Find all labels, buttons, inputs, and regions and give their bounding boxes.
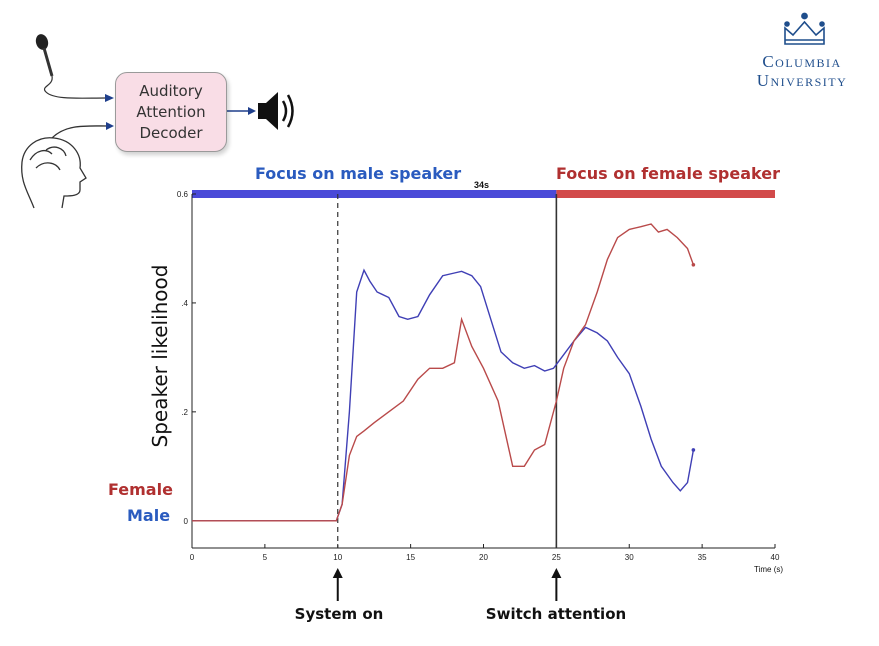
university-logo: Columbia University	[736, 8, 868, 90]
male-focus-bar	[192, 190, 557, 198]
x-tick-label: 40	[771, 553, 780, 562]
x-tick-label: 20	[479, 553, 488, 562]
male-focus-label: Focus on male speaker	[255, 164, 462, 183]
speaker-icon	[258, 92, 294, 130]
switch-attention-label: Switch attention	[485, 605, 627, 623]
x-tick-label: 15	[406, 553, 415, 562]
legend-female: Female	[108, 480, 173, 499]
y-tick-label: 0.6	[177, 190, 189, 199]
microphone-icon	[35, 34, 114, 102]
system-on-label: System on	[294, 605, 384, 623]
female-series-line	[192, 223, 695, 522]
brain-arrow-icon	[106, 122, 114, 130]
female-focus-bar	[556, 190, 775, 198]
y-axis-label: Speaker likelihood	[148, 264, 172, 448]
x-tick-label: 0	[190, 553, 195, 562]
decoder-line-1: Auditory	[139, 81, 203, 100]
y-tick-label: .4	[181, 299, 188, 308]
brain-head-icon	[21, 125, 109, 209]
x-tick-label: 30	[625, 553, 634, 562]
x-tick-label: 10	[333, 553, 342, 562]
decoder-box: Auditory Attention Decoder	[115, 72, 227, 152]
x-axis-label: Time (s)	[754, 565, 784, 574]
y-tick-label: 0	[184, 517, 189, 526]
male-series-line	[192, 268, 695, 522]
y-tick-label: .2	[181, 408, 188, 417]
switch-time-label: 34s	[474, 180, 490, 190]
x-tick-label: 5	[263, 553, 268, 562]
system-on-arrowhead	[332, 568, 343, 578]
male-series-endpoint	[691, 448, 696, 452]
female-focus-label: Focus on female speaker	[556, 164, 780, 183]
crown-icon	[784, 12, 825, 45]
x-tick-label: 25	[552, 553, 561, 562]
logo-line-2: University	[756, 71, 848, 90]
decoder-line-3: Decoder	[139, 123, 203, 142]
legend-male: Male	[127, 506, 171, 525]
female-series-endpoint	[691, 263, 696, 267]
decoder-line-2: Attention	[136, 102, 206, 121]
logo-line-1: Columbia	[762, 52, 842, 71]
output-arrow-head	[248, 107, 256, 115]
switch-attention-arrowhead	[551, 568, 562, 578]
x-tick-label: 35	[698, 553, 707, 562]
